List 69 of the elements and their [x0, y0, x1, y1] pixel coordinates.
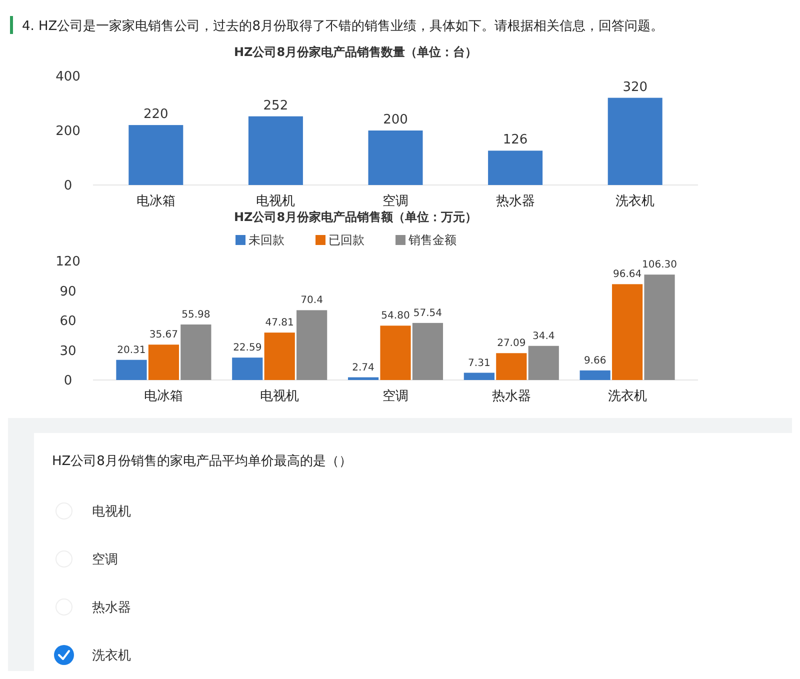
text: 洗衣机 [92, 648, 131, 664]
data-label: 35.67 [149, 330, 178, 341]
bar [488, 150, 543, 185]
bar [116, 360, 147, 380]
data-label: 126 [502, 132, 528, 148]
bar [232, 358, 263, 380]
data-label: 220 [143, 107, 168, 122]
data-label: 70.4 [300, 295, 323, 306]
data-label: 7.31 [468, 358, 490, 369]
bar [380, 326, 411, 380]
legend-label: 销售金额 [408, 233, 456, 247]
x-tick-label: 电冰箱 [136, 194, 176, 209]
y-tick-label: 200 [56, 124, 80, 140]
bar [248, 116, 303, 185]
bar [128, 125, 184, 185]
data-label: 34.4 [532, 330, 555, 342]
data-label: 20.31 [117, 344, 146, 356]
data-label: 27.09 [497, 338, 526, 350]
legend-label: 已回款 [328, 233, 364, 247]
data-label: 57.54 [413, 308, 442, 319]
data-label: 96.64 [612, 269, 642, 280]
x-tick-label: 电视机 [256, 194, 296, 209]
data-label: 55.98 [182, 309, 210, 320]
x-tick-label: 热水器 [496, 194, 535, 209]
bar [296, 310, 328, 380]
y-tick-label: 30 [60, 344, 76, 359]
y-tick-label: 0 [64, 374, 72, 389]
bar [580, 370, 610, 380]
y-tick-label: 0 [64, 178, 72, 194]
bar [644, 274, 675, 380]
bar [528, 346, 559, 380]
bar [612, 284, 643, 380]
text: HZ公司8月份销售的家电产品平均单价最高的是（） [52, 453, 352, 469]
text: 电视机 [92, 504, 131, 520]
chart-title: HZ公司8月份家电产品销售额（单位：万元） [234, 210, 478, 224]
bar [148, 344, 179, 380]
y-tick-label: 120 [56, 254, 80, 270]
bar [412, 322, 444, 380]
data-label: 200 [383, 112, 408, 128]
chart-title: HZ公司8月份家电产品销售数量（单位：台） [234, 45, 478, 59]
x-tick-label: 电冰箱 [144, 389, 184, 404]
x-tick-label: 洗衣机 [608, 389, 647, 404]
x-tick-label: 空调 [382, 389, 408, 404]
y-tick-label: 60 [60, 314, 76, 330]
y-tick-label: 90 [60, 284, 76, 300]
bar [348, 377, 379, 380]
text: 4. HZ公司是一家家电销售公司，过去的8月份取得了不错的销售业绩，具体如下。请根据相关信息，回答问题。 [22, 18, 664, 34]
data-label: 47.81 [265, 318, 294, 329]
data-label: 106.30 [642, 260, 678, 271]
x-tick-label: 洗衣机 [616, 194, 655, 209]
x-tick-label: 电视机 [260, 389, 300, 404]
data-label: 2.74 [352, 362, 374, 374]
data-label: 54.80 [381, 310, 410, 322]
bar [608, 98, 662, 185]
legend-label: 未回款 [248, 233, 284, 247]
bar [496, 353, 527, 380]
data-label: 9.66 [584, 355, 606, 366]
y-tick-label: 400 [56, 70, 80, 85]
bar [368, 130, 423, 185]
bar [464, 372, 494, 380]
data-label: 320 [622, 80, 648, 95]
x-tick-label: 热水器 [492, 389, 531, 404]
data-label: 252 [263, 98, 288, 114]
bar [180, 324, 212, 380]
bar [264, 332, 295, 380]
text: 空调 [92, 552, 118, 568]
text: 热水器 [92, 600, 131, 616]
data-label: 22.59 [233, 342, 262, 354]
x-tick-label: 空调 [382, 194, 408, 209]
